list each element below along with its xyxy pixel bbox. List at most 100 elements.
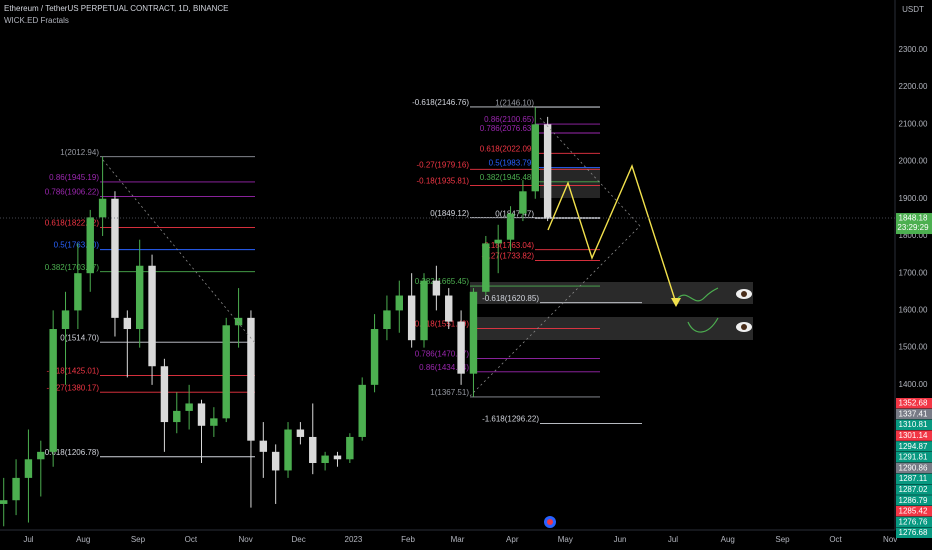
fib-label: 0.618(1822.62) <box>45 219 100 228</box>
x-tick-label: Jul <box>668 535 678 544</box>
x-tick-label: Sep <box>775 535 790 544</box>
fib-label: 0(1849.12) <box>430 209 469 218</box>
x-tick-label: Jun <box>614 535 627 544</box>
candle-body <box>259 440 268 452</box>
candle-body <box>420 280 428 341</box>
candle-body <box>531 124 539 192</box>
axis-unit: USDT <box>902 5 924 14</box>
fib-label: 0.786(1470.97) <box>415 350 470 359</box>
fib-label: -0.27(1979.16) <box>417 160 470 169</box>
y-tick-label: 1500.00 <box>899 343 928 352</box>
fib-label: -0.18(1935.81) <box>417 177 470 186</box>
y-tick-label: 1900.00 <box>899 194 928 203</box>
price-tag-label: 1290.86 <box>899 463 928 472</box>
candle-body <box>123 317 132 330</box>
price-tag-label: 1276.76 <box>899 517 928 526</box>
x-tick-label: Nov <box>239 535 253 544</box>
price-tag <box>896 495 932 506</box>
fib-label: 0.86(1434.94) <box>419 363 469 372</box>
candle-body <box>482 243 490 292</box>
y-tick-label: 2300.00 <box>899 45 928 54</box>
x-tick-label: Oct <box>829 535 842 544</box>
trend-line <box>469 225 641 397</box>
price-tag <box>896 408 932 420</box>
candle-body <box>12 477 20 501</box>
fib-label: -1.618(1296.22) <box>482 415 539 424</box>
candle-body <box>494 239 502 244</box>
x-tick-label: 2023 <box>345 535 363 544</box>
candle-body <box>370 329 379 385</box>
candle-body <box>432 280 441 296</box>
candle-body <box>309 436 317 464</box>
price-tag-label: 1276.68 <box>899 528 928 537</box>
axis-layer: 1400.00 1500.00 1600.00 1700.00 1800.00 1900.… <box>0 45 932 544</box>
fib-label: 0.786(1906.22) <box>45 188 100 197</box>
fib-label: 1(2012.94) <box>60 148 99 157</box>
x-tick-label: Jul <box>23 535 33 544</box>
fib-label: 0.5(1983.79) <box>489 159 535 168</box>
candle-body <box>358 384 366 437</box>
fib-label: -0.618(1620.85) <box>482 294 539 303</box>
zone-box <box>470 317 753 340</box>
candle-body <box>346 436 354 460</box>
candle-body <box>160 366 169 423</box>
candle-body <box>407 295 416 341</box>
countdown-label: 23:29:29 <box>897 223 929 232</box>
x-tick-label: Sep <box>131 535 146 544</box>
candle-body <box>321 455 329 464</box>
candle-body <box>61 310 70 330</box>
x-tick-label: Aug <box>721 535 735 544</box>
fib-label: 0.382(1665.45) <box>415 277 470 286</box>
candle-body <box>234 317 243 326</box>
candle-body <box>543 124 552 219</box>
projection-path <box>547 164 677 304</box>
candle-body <box>98 198 107 218</box>
price-tag-label: 1287.02 <box>899 485 928 494</box>
candle-body <box>49 329 57 452</box>
price-tag <box>896 452 932 463</box>
candle-body <box>506 213 515 240</box>
price-tag-label: 1294.87 <box>899 442 928 451</box>
candle-body <box>247 317 255 441</box>
fib-label: 0.382(1703.97) <box>45 263 100 272</box>
fib-label: 0.86(1945.19) <box>49 173 99 182</box>
x-tick-label: Feb <box>401 535 415 544</box>
event-icon <box>544 516 556 528</box>
candle-body <box>0 500 8 504</box>
candle-body <box>457 321 465 374</box>
fib-label: 0(1847.47) <box>495 209 534 218</box>
candle-body <box>284 429 292 471</box>
fib-label: 0.382(1945.48) <box>480 173 535 182</box>
y-tick-label: 2100.00 <box>899 119 928 128</box>
y-tick-label: 1400.00 <box>899 380 928 389</box>
candle-body <box>271 451 280 471</box>
candle-body <box>395 295 403 311</box>
price-tag <box>896 462 932 474</box>
candle-body <box>111 198 119 318</box>
indicator-name: WICK.ED Fractals <box>4 16 69 25</box>
price-tag <box>896 484 932 495</box>
x-tick-label: Apr <box>506 535 519 544</box>
x-tick-label: Mar <box>451 535 465 544</box>
y-tick-label: 1800.00 <box>899 231 928 240</box>
candle-body <box>173 410 181 423</box>
price-tag-label: 1337.41 <box>899 409 928 418</box>
candle-body <box>445 295 453 322</box>
candle-body <box>24 459 33 478</box>
candle-body <box>383 310 391 330</box>
candle-body <box>86 217 94 274</box>
fib-label: -0.18(1763.04) <box>482 241 535 250</box>
fib-label: 0.618(1551.49) <box>415 320 470 329</box>
y-tick-label: 1700.00 <box>899 268 928 277</box>
chart-title: Ethereum / TetherUS PERPETUAL CONTRACT, … <box>4 4 229 13</box>
candle-body <box>185 403 193 411</box>
candle-body <box>222 325 230 419</box>
price-tag-label: 1287.11 <box>899 474 928 483</box>
fib-label: -0.27(1733.82) <box>482 252 535 261</box>
price-tag-label: 1310.81 <box>899 420 928 429</box>
drawings <box>102 117 752 528</box>
price-tag <box>896 506 932 517</box>
price-tag-label: 1301.14 <box>899 431 928 440</box>
